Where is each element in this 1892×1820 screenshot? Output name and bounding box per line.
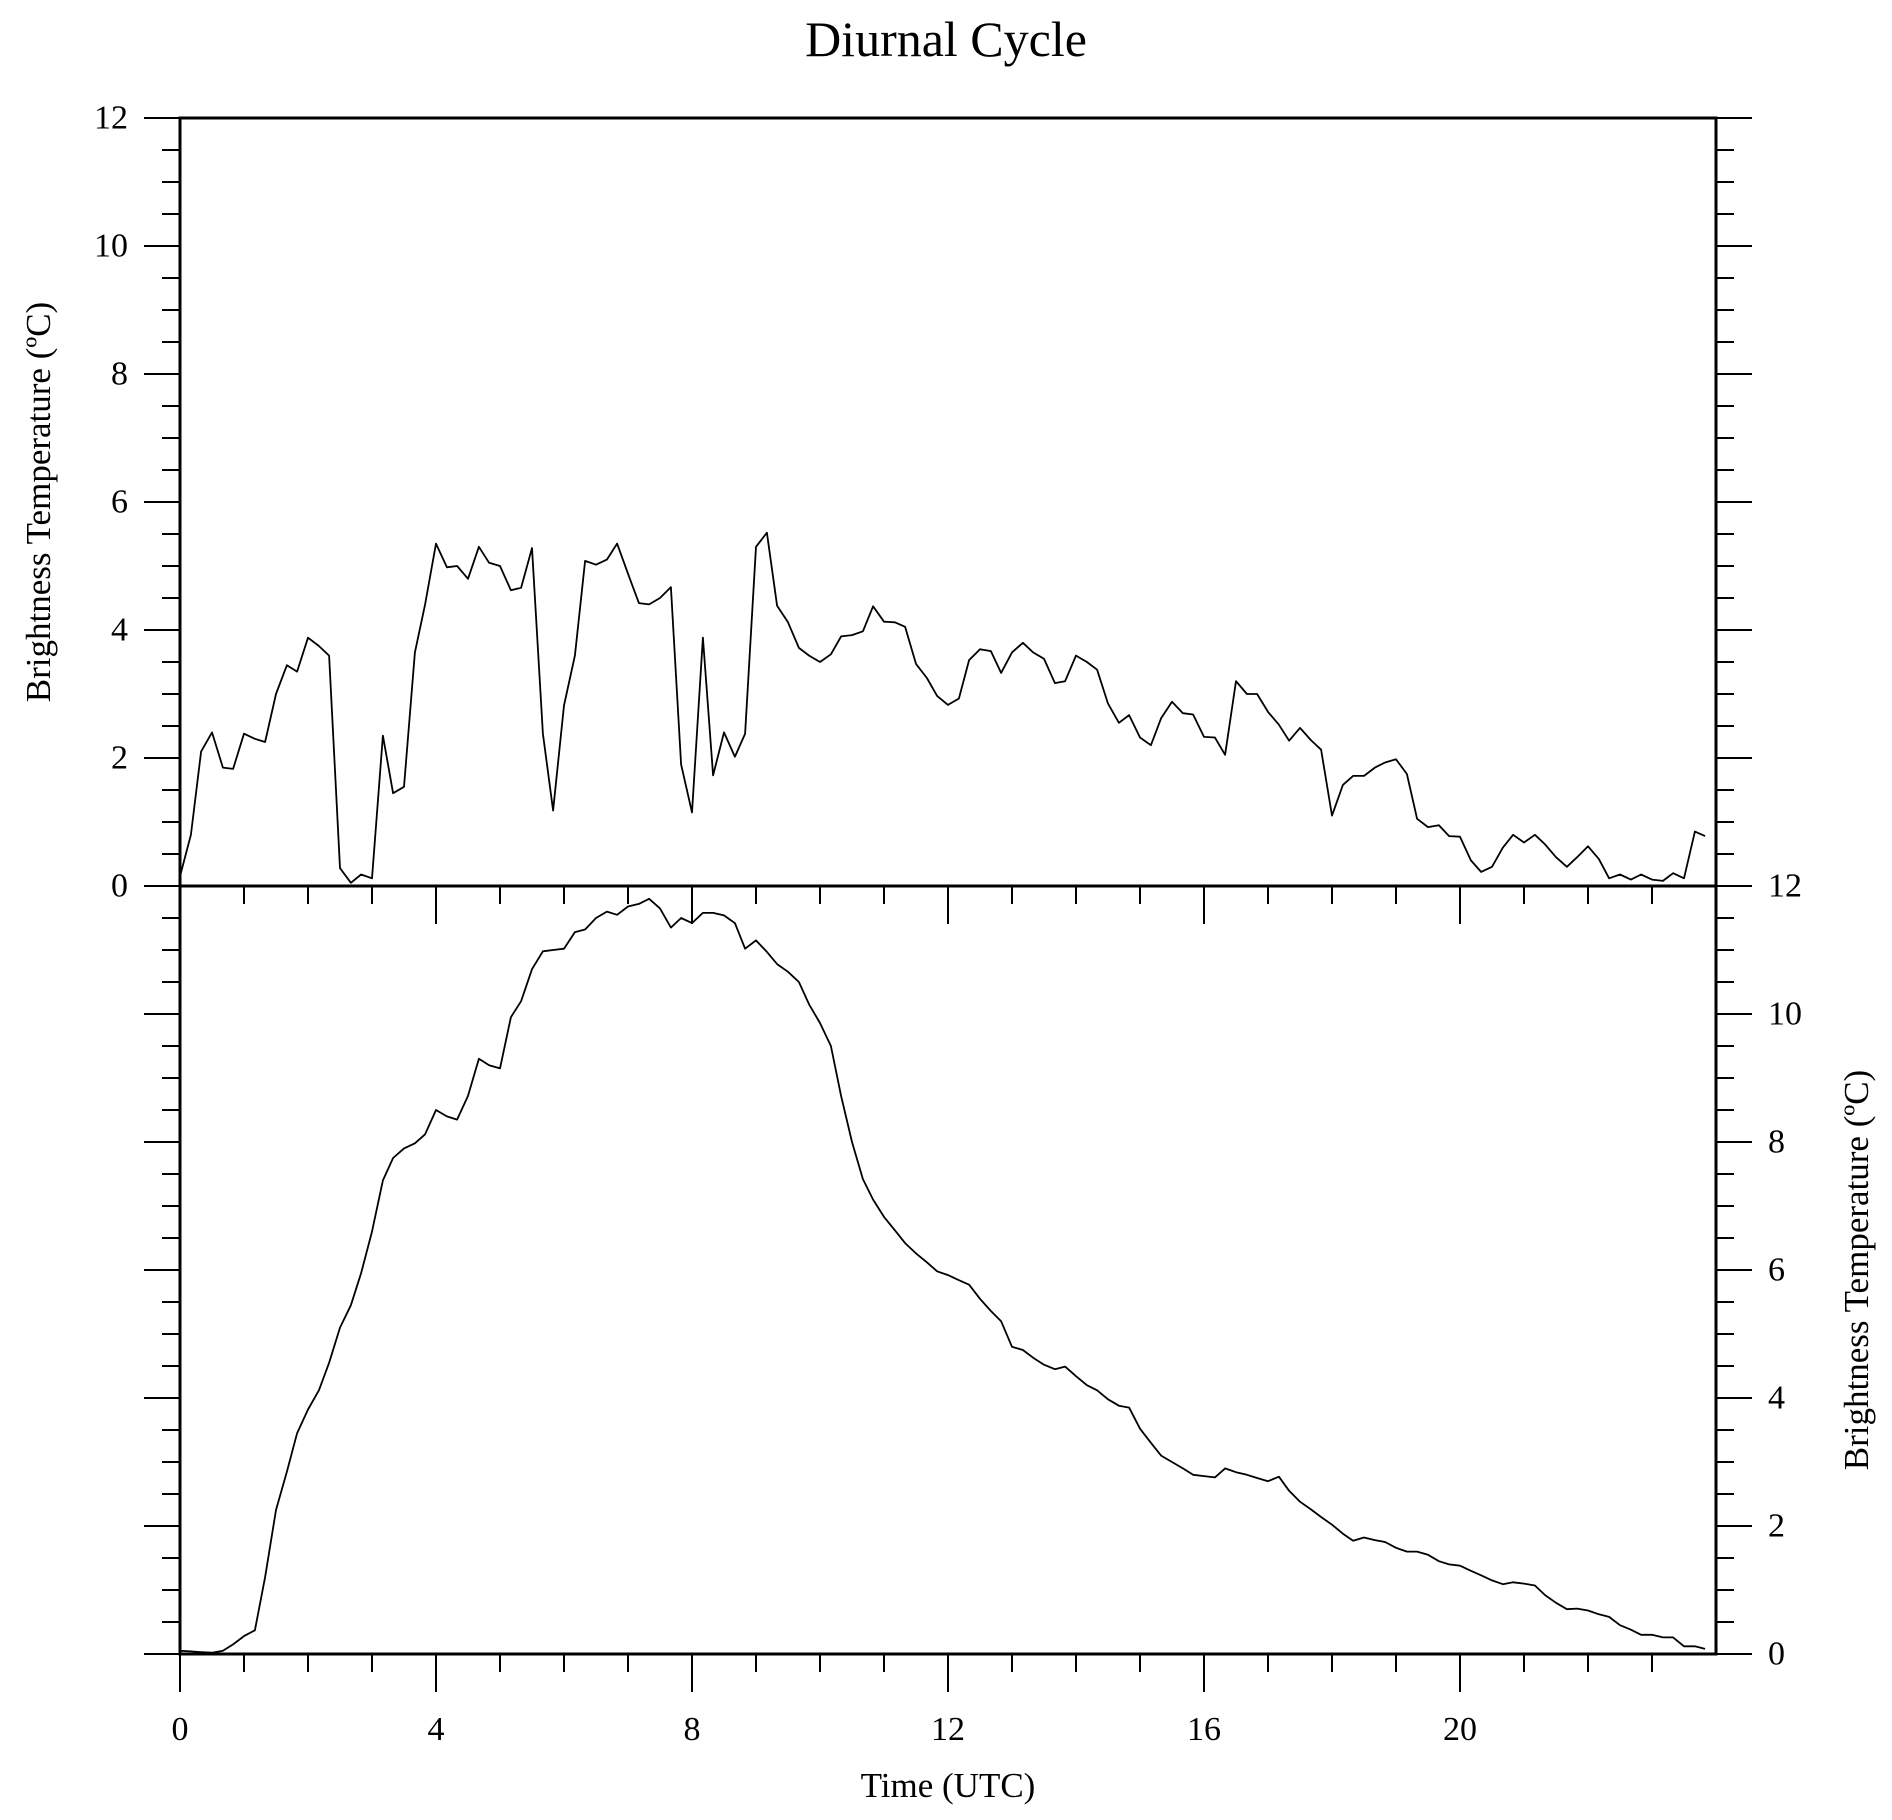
x-tick-label: 20 <box>1443 1711 1477 1748</box>
chart-title: Diurnal Cycle <box>805 11 1087 67</box>
top-axis-ticks: 0 2 4 6 8 10 12 <box>94 100 1752 924</box>
y-tick-label: 4 <box>111 612 128 649</box>
y-tick-label: 8 <box>1768 1124 1785 1161</box>
bottom-y-axis-label: Brightness Temperature (ºC) <box>1837 1070 1876 1470</box>
x-axis-label: Time (UTC) <box>861 1766 1036 1805</box>
y-tick-label: 10 <box>94 228 128 265</box>
y-tick-label: 0 <box>111 868 128 905</box>
y-tick-label: 10 <box>1768 996 1802 1033</box>
x-tick-label: 0 <box>172 1711 189 1748</box>
y-tick-label: 0 <box>1768 1636 1785 1673</box>
y-tick-label: 12 <box>1768 868 1802 905</box>
top-plot-frame <box>178 116 1718 888</box>
top-series-line <box>179 531 1706 884</box>
x-tick-label: 12 <box>931 1711 965 1748</box>
x-tick-label: 8 <box>684 1711 701 1748</box>
y-tick-label: 6 <box>1768 1252 1785 1289</box>
x-tick-label: 16 <box>1187 1711 1221 1748</box>
y-tick-label: 12 <box>94 100 128 137</box>
y-tick-label: 4 <box>1768 1380 1785 1417</box>
y-tick-label: 8 <box>111 356 128 393</box>
x-tick-label: 4 <box>428 1711 445 1748</box>
bottom-panel: 0 2 4 6 8 10 12 0 4 8 12 16 20 Brightness Temperatur… <box>144 868 1876 1805</box>
bottom-series-line <box>179 897 1706 1654</box>
y-tick-label: 2 <box>111 740 128 777</box>
bottom-plot-frame <box>178 884 1718 1656</box>
top-panel: 0 2 4 6 8 10 12 Brightness Temperature (ºC) <box>19 100 1752 924</box>
y-tick-label: 2 <box>1768 1508 1785 1545</box>
y-tick-label: 6 <box>111 484 128 521</box>
top-y-axis-label: Brightness Temperature (ºC) <box>19 302 58 702</box>
bottom-axis-ticks: 0 2 4 6 8 10 12 0 4 8 12 16 20 <box>144 868 1802 1748</box>
